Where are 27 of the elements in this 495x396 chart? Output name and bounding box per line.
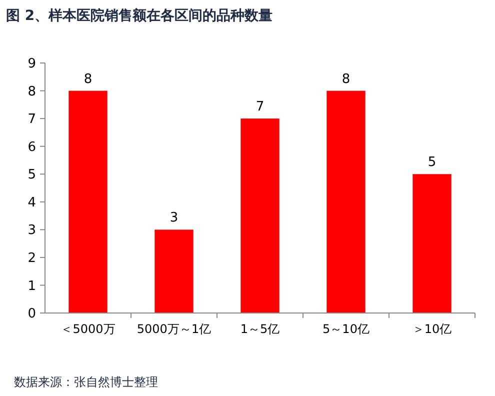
chart-title: 图 2、样本医院销售额在各区间的品种数量: [6, 7, 273, 24]
x-tick-label: 5000万～1亿: [136, 322, 212, 336]
data-label: 7: [256, 100, 264, 115]
y-tick-label: 6: [28, 140, 36, 155]
data-label: 8: [84, 72, 92, 87]
data-label: 8: [342, 72, 350, 87]
source-note: 数据来源：张自然博士整理: [14, 375, 158, 389]
y-tick-label: 5: [28, 168, 36, 183]
bar: [154, 230, 194, 313]
data-label: 3: [170, 210, 178, 226]
bar: [326, 90, 366, 313]
y-tick-label: 2: [28, 250, 36, 266]
y-tick-label: 9: [28, 56, 36, 72]
y-tick-label: 8: [28, 84, 36, 100]
x-tick-label: 1～5亿: [240, 322, 280, 336]
y-tick-label: 3: [28, 223, 36, 238]
bar: [240, 118, 280, 313]
bar: [68, 90, 108, 313]
bar: [412, 174, 452, 313]
x-tick-label: 5～10亿: [322, 322, 370, 336]
x-tick-label: ＞10亿: [412, 322, 452, 336]
x-tick-label: ＜5000万: [60, 322, 116, 336]
y-tick-label: 7: [28, 112, 36, 128]
y-tick-label: 1: [28, 278, 36, 294]
y-tick-label: 0: [28, 306, 36, 322]
data-label: 5: [428, 155, 436, 170]
y-tick-label: 4: [28, 195, 36, 210]
